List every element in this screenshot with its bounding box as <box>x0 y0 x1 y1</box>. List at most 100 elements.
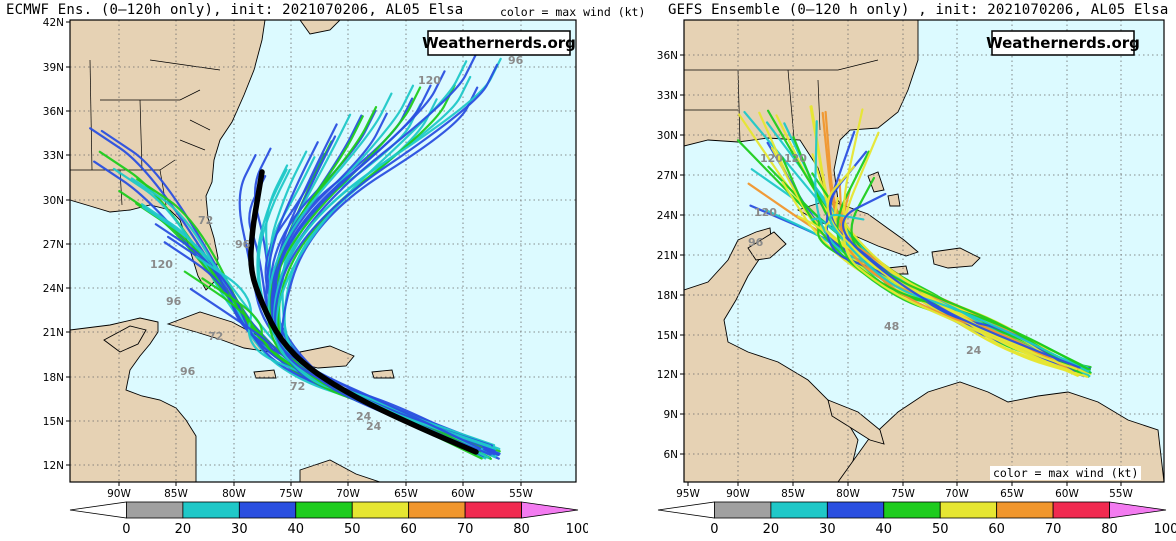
L-colorbar-arrow-right <box>521 501 579 519</box>
L-forecast-hour-label: 24 <box>366 420 382 433</box>
R-colorbar-tick: 80 <box>1101 522 1118 537</box>
R-watermark-box <box>991 30 1135 56</box>
L-lat-label: 24N <box>43 283 64 295</box>
R-lat-label: 12N <box>657 369 678 381</box>
R-lat-label: 21N <box>657 250 678 262</box>
R-lon-label: 85W <box>781 488 805 500</box>
R-landmass <box>931 247 981 269</box>
R-colorbar-tick: 60 <box>988 522 1005 537</box>
R-colorbar-bin <box>939 501 998 519</box>
L-colorbar-tick: 50 <box>344 522 361 537</box>
ecmwf-wind-note: color = max wind (kt) <box>500 5 646 19</box>
L-landmass <box>103 325 147 353</box>
L-lon-label: 75W <box>279 488 303 500</box>
L-state-border <box>149 59 221 71</box>
R-colorbar-bin <box>714 501 772 519</box>
L-ensemble-track <box>273 63 499 450</box>
L-lat-label: 12N <box>43 460 64 472</box>
gefs-title: GEFS Ensemble (0–120 h only) , init: 202… <box>668 2 1169 18</box>
L-lon-label: 80W <box>222 488 246 500</box>
R-lon-label: 70W <box>945 488 969 500</box>
R-watermark: Weathernerds.org <box>986 34 1140 52</box>
R-lat-label: 15N <box>657 330 678 342</box>
L-watermark: Weathernerds.org <box>422 34 576 52</box>
R-lat-label: 24N <box>657 210 678 222</box>
R-state-border <box>684 59 879 71</box>
gefs-wind-note: color = max wind (kt) <box>990 466 1142 480</box>
L-lon-label: 90W <box>107 488 131 500</box>
L-colorbar-bin <box>351 501 410 519</box>
L-watermark-box <box>427 30 571 56</box>
L-colorbar-bin <box>464 501 522 519</box>
R-lat-label: 36N <box>657 50 678 62</box>
R-lat-label: 9N <box>663 409 678 421</box>
L-forecast-hour-label: 120 <box>150 258 173 271</box>
R-landmass <box>887 193 901 207</box>
R-lon-label: 60W <box>1055 488 1079 500</box>
R-forecast-hour-label: 120 <box>784 152 807 165</box>
L-colorbar-bin <box>182 501 240 519</box>
L-ensemble-mean-track <box>248 169 479 455</box>
R-colorbar-tick: 50 <box>932 522 949 537</box>
L-forecast-hour-label: 72 <box>290 380 305 393</box>
R-colorbar-tick: 30 <box>819 522 836 537</box>
ecmwf-panel: ECMWF Ens. (0–120h only), init: 20210702… <box>6 2 645 537</box>
R-lat-label: 27N <box>657 170 678 182</box>
L-colorbar-bin <box>295 501 353 519</box>
R-lon-label: 75W <box>891 488 915 500</box>
R-lon-label: 65W <box>1000 488 1024 500</box>
L-colorbar-bin <box>238 501 297 519</box>
L-colorbar-tick: 0 <box>122 522 130 537</box>
R-landmass <box>684 227 859 482</box>
L-landmass <box>299 20 341 35</box>
L-lat-label: 36N <box>43 106 64 118</box>
L-colorbar-tick: 60 <box>400 522 417 537</box>
gefs-panel: GEFS Ensemble (0–120 h only) , init: 202… <box>588 0 1176 541</box>
L-landmass <box>253 369 277 379</box>
L-forecast-hour-label: 24 <box>356 410 372 423</box>
R-colorbar-tick: 40 <box>876 522 893 537</box>
L-state-border <box>159 169 167 206</box>
R-map-frame <box>683 19 1165 483</box>
R-landmass <box>837 381 1164 482</box>
L-colorbar-tick: 100 <box>566 522 588 537</box>
L-landmass <box>299 459 381 482</box>
R-ensemble-tracks <box>736 105 1092 378</box>
R-lat-label: 33N <box>657 90 678 102</box>
R-forecast-hour-label: 120 <box>754 206 777 219</box>
R-state-border <box>787 69 795 139</box>
L-state-border <box>179 139 206 151</box>
R-lat-label: 30N <box>657 130 678 142</box>
L-lon-label: 85W <box>164 488 188 500</box>
L-colorbar-tick: 20 <box>175 522 192 537</box>
R-state-border <box>737 69 741 143</box>
L-forecast-hour-label: 96 <box>180 365 196 378</box>
L-colorbar-tick: 30 <box>231 522 248 537</box>
L-lat-label: 42N <box>43 17 64 29</box>
L-lat-label: 33N <box>43 150 64 162</box>
R-colorbar-bin <box>883 501 941 519</box>
R-landmass <box>747 231 787 261</box>
R-colorbar-bin <box>996 501 1054 519</box>
L-forecast-hour-label: 96 <box>166 295 182 308</box>
L-map-frame <box>69 19 577 483</box>
L-colorbar-tick: 80 <box>513 522 530 537</box>
L-forecast-hour-label: 72 <box>198 214 213 227</box>
R-ensemble-track <box>841 192 1081 369</box>
L-colorbar-tick: 40 <box>288 522 305 537</box>
L-lat-label: 27N <box>43 239 64 251</box>
L-colorbar-tick: 70 <box>457 522 474 537</box>
L-lat-label: 21N <box>43 327 64 339</box>
R-landmass <box>827 399 885 445</box>
L-lat-label: 15N <box>43 416 64 428</box>
ecmwf-title: ECMWF Ens. (0–120h only), init: 20210702… <box>6 2 464 18</box>
L-state-border <box>100 89 201 101</box>
L-forecast-hour-label: 120 <box>418 74 441 87</box>
R-lat-label: 18N <box>657 290 678 302</box>
R-colorbar-tick: 70 <box>1045 522 1062 537</box>
L-state-border <box>119 169 123 206</box>
L-landmass <box>70 317 197 482</box>
